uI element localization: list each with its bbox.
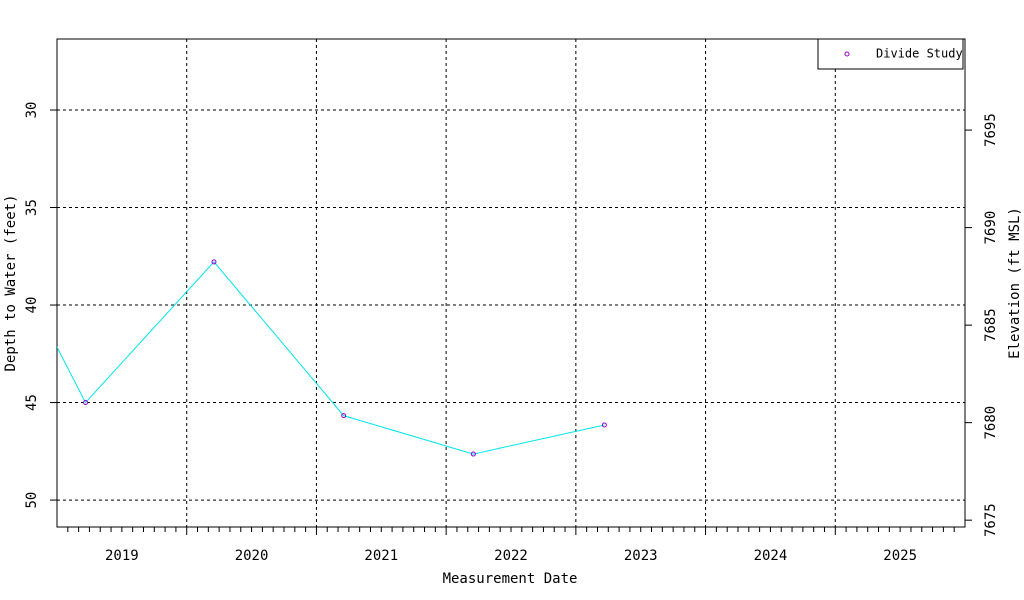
data-point: [341, 413, 347, 419]
plot-area: [57, 259, 607, 457]
y2-tick-label: 7680: [983, 406, 999, 440]
x-tick-label: 2024: [754, 548, 788, 564]
legend-label: Divide Study: [876, 47, 963, 61]
legend-box: [817, 38, 964, 70]
x-tick-label: 2020: [235, 548, 269, 564]
legend-marker: [844, 51, 850, 57]
x-tick-label: 2021: [364, 548, 398, 564]
y2-tick-label: 7690: [983, 211, 999, 245]
y2-tick-label: 7685: [983, 308, 999, 342]
x-tick-label: 2025: [883, 548, 917, 564]
x-tick-label: 2019: [105, 548, 139, 564]
y-tick-label: 35: [24, 199, 40, 216]
y2-axis-title: Elevation (ft MSL): [1007, 207, 1023, 359]
y-tick-label: 30: [24, 102, 40, 119]
plot-frame: [56, 38, 966, 528]
data-point: [83, 400, 89, 406]
x-axis-title: Measurement Date: [443, 571, 578, 587]
y2-tick-label: 7695: [983, 113, 999, 147]
data-point: [601, 422, 607, 428]
data-point: [470, 451, 476, 457]
y-tick-label: 45: [24, 394, 40, 411]
data-point: [211, 259, 217, 265]
x-tick-label: 2023: [624, 548, 658, 564]
y-axis-title: Depth to Water (feet): [3, 194, 19, 371]
x-tick-label: 2022: [494, 548, 528, 564]
y-tick-label: 40: [24, 297, 40, 314]
y2-tick-label: 7675: [983, 503, 999, 537]
series-line: [57, 261, 605, 455]
y-tick-label: 50: [24, 492, 40, 509]
